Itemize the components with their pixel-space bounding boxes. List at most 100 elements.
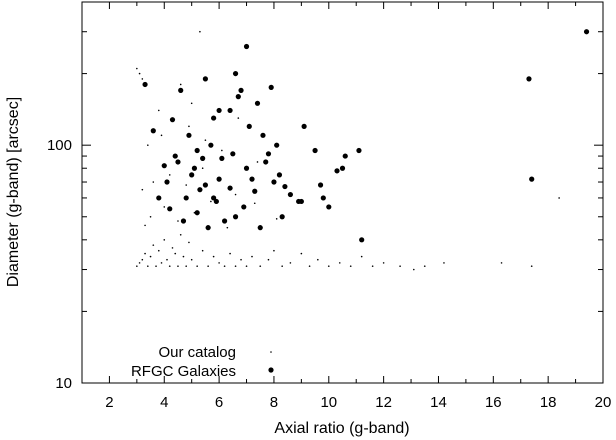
our-catalog-point — [273, 249, 275, 252]
our-catalog-point — [500, 262, 503, 264]
rfgc-galaxy-point — [232, 214, 239, 220]
rfgc-galaxy-point — [202, 76, 208, 82]
our-catalog-point — [382, 262, 385, 264]
rfgc-galaxy-point — [268, 84, 274, 90]
our-catalog-point — [226, 226, 229, 229]
our-catalog-point — [530, 265, 533, 267]
rfgc-galaxy-point — [227, 107, 233, 114]
x-tick-label: 14 — [430, 394, 447, 411]
our-catalog-point — [188, 125, 190, 128]
rfgc-galaxy-point — [235, 94, 241, 100]
our-catalog-point — [190, 102, 193, 105]
x-axis-label: Axial ratio (g-band) — [274, 420, 409, 437]
our-catalog-point — [141, 78, 144, 80]
our-catalog-point — [423, 265, 426, 267]
our-catalog-point — [300, 252, 303, 255]
our-catalog-point — [152, 244, 155, 246]
our-catalog-point — [412, 268, 415, 271]
rfgc-galaxy-point — [312, 147, 318, 154]
rfgc-galaxy-point — [263, 159, 269, 165]
rfgc-galaxy-point — [334, 168, 340, 174]
our-catalog-point — [147, 144, 149, 146]
our-catalog-point — [157, 249, 160, 252]
rfgc-galaxy-point — [221, 218, 228, 224]
our-catalog-point — [152, 181, 155, 183]
our-catalog-point — [317, 258, 319, 261]
y-axis-label: Diameter (g-band) [arcsec] — [5, 97, 22, 287]
rfgc-galaxy-point — [241, 204, 247, 210]
rfgc-galaxy-point — [282, 183, 288, 190]
our-catalog-point — [259, 265, 262, 267]
rfgc-galaxy-point — [227, 185, 233, 191]
our-catalog-point — [218, 262, 220, 264]
x-tick-label: 12 — [375, 394, 392, 411]
our-catalog-point — [223, 265, 226, 267]
our-catalog-point — [138, 72, 141, 75]
our-catalog-point — [163, 206, 166, 208]
legend-marker-our-catalog — [270, 351, 272, 353]
rfgc-galaxy-point — [317, 182, 324, 188]
our-catalog-point — [360, 255, 363, 258]
x-tick-label: 8 — [270, 394, 278, 411]
rfgc-galaxy-point — [183, 195, 189, 201]
legend-marker-rfgc-galaxies — [268, 367, 274, 373]
our-catalog-point — [177, 220, 179, 222]
our-catalog-point — [141, 188, 144, 191]
legend: Our catalog RFGC Galaxies — [131, 344, 274, 380]
rfgc-galaxy-point — [287, 191, 293, 198]
rfgc-galaxy-point — [164, 179, 170, 185]
rfgc-galaxy-point — [238, 87, 244, 93]
our-catalog-point — [179, 233, 182, 236]
our-catalog-point — [289, 262, 292, 264]
rfgc-galaxy-point — [194, 147, 200, 154]
rfgc-galaxy-point — [178, 87, 184, 93]
x-tick-label: 10 — [320, 394, 337, 411]
our-catalog-point — [166, 258, 168, 261]
our-catalog-point — [141, 258, 144, 261]
x-tick-label: 6 — [215, 394, 223, 411]
rfgc-galaxy-point — [529, 176, 535, 182]
our-catalog-point — [182, 255, 185, 258]
rfgc-galaxy-point — [150, 128, 156, 134]
rfgc-galaxy-point — [142, 81, 148, 88]
our-catalog-point — [253, 202, 256, 205]
our-catalog-point — [138, 262, 141, 264]
rfgc-galaxy-point — [211, 195, 217, 201]
our-catalog-point — [327, 265, 330, 267]
our-catalog-point — [177, 265, 179, 267]
our-catalog-point — [136, 67, 138, 70]
our-catalog-point — [163, 239, 166, 241]
rfgc-galaxy-point — [359, 237, 365, 243]
rfgc-galaxy-point — [205, 225, 211, 231]
y-tick-label: 100 — [47, 137, 72, 154]
our-catalog-point — [155, 265, 157, 267]
rfgc-galaxy-point — [216, 107, 222, 114]
x-tick-label: 4 — [160, 394, 168, 411]
our-catalog-point — [147, 265, 149, 267]
rfgc-galaxy-point — [257, 225, 263, 231]
our-catalog-point — [168, 265, 171, 267]
rfgc-galaxy-point — [200, 155, 206, 161]
rfgc-galaxy-point — [252, 188, 258, 194]
rfgc-galaxy-point — [279, 214, 285, 220]
our-catalog-point — [171, 247, 174, 249]
our-catalog-point — [212, 255, 215, 258]
our-catalog-point — [149, 215, 152, 218]
rfgc-galaxy-point — [265, 151, 272, 157]
our-catalog-point — [443, 262, 445, 264]
our-catalog-point — [168, 174, 171, 176]
rfgc-galaxy-point — [216, 176, 222, 182]
our-catalog-point — [196, 265, 198, 267]
our-catalog-point — [267, 258, 270, 261]
our-catalog-point — [338, 262, 341, 264]
our-catalog-point — [281, 265, 283, 267]
rfgc-galaxy-point — [276, 172, 283, 178]
plot-frame — [81, 1, 604, 384]
x-axis-ticks: 2 4 6 8 10 12 14 16 18 20 — [105, 2, 611, 411]
x-tick-label: 20 — [595, 394, 612, 411]
our-catalog-point — [174, 252, 177, 255]
rfgc-galaxy-point — [342, 153, 348, 159]
our-catalog-point — [221, 149, 223, 152]
rfgc-galaxy-point — [326, 204, 332, 210]
our-catalog-point — [188, 241, 190, 244]
